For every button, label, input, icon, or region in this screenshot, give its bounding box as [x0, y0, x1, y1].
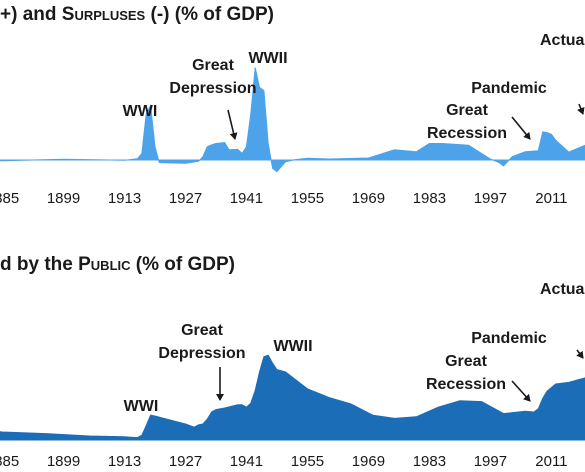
top-x-tick-label: 1955 — [291, 190, 324, 207]
top-x-tick-label: 1885 — [0, 190, 19, 207]
top-annotation-label: Great — [446, 102, 488, 119]
top-title-part-2: Surpluses — [61, 4, 146, 25]
bottom-annotation-label: Great — [445, 353, 487, 370]
bottom-title-part-2: Public — [78, 254, 131, 275]
bottom-annotation-label: Depression — [158, 345, 245, 362]
bottom-annotation-label: Pandemic — [471, 330, 547, 347]
bottom-area-series — [0, 354, 585, 441]
top-annotation-label: Depression — [169, 80, 256, 97]
bottom-x-tick-label: 1969 — [352, 453, 385, 470]
bottom-annotation-label: Actual — [540, 281, 585, 298]
bottom-x-tick-label: 1885 — [0, 453, 19, 470]
bottom-x-tick-label: 1997 — [474, 453, 507, 470]
bottom-x-tick-label: 2011 — [535, 453, 567, 470]
bottom-annotation-label: Great — [181, 322, 223, 339]
bottom-x-tick-label: 1913 — [108, 453, 141, 470]
top-title-part-3: (-) (% of GDP) — [145, 4, 275, 25]
bottom-x-tick-label: 1927 — [169, 453, 202, 470]
top-area-series — [0, 67, 585, 173]
top-annotation-arrow — [577, 103, 585, 115]
top-annotation-label: Pandemic — [471, 80, 547, 97]
top-title-part-1: +) and — [0, 4, 62, 25]
top-annotation-label: Recession — [427, 125, 507, 142]
top-annotation-arrow — [227, 109, 238, 140]
bottom-x-tick-label: 1983 — [413, 453, 446, 470]
top-x-tick-label: 1997 — [474, 190, 507, 207]
bottom-annotation-label: WWI — [124, 398, 159, 415]
top-x-tick-label: 1927 — [169, 190, 202, 207]
top-annotation-label: Great — [192, 57, 234, 74]
bottom-x-tick-label: 1899 — [47, 453, 80, 470]
top-x-tick-label: 2011 — [535, 190, 567, 207]
top-annotation-arrow — [511, 116, 531, 140]
bottom-annotation-label: Recession — [426, 376, 506, 393]
top-annotation-label: WWII — [248, 50, 287, 67]
bottom-annotation-arrow — [511, 380, 531, 402]
top-x-tick-label: 1899 — [47, 190, 80, 207]
top-x-tick-label: 1941 — [230, 190, 263, 207]
bottom-chart-title: d by the Public (% of GDP) — [0, 254, 235, 276]
bottom-annotation-label: WWII — [273, 338, 312, 355]
bottom-annotation-arrow — [576, 349, 584, 359]
top-x-tick-label: 1983 — [413, 190, 446, 207]
top-annotation-label: WWI — [123, 103, 158, 120]
top-annotation-label: Actual — [540, 32, 585, 49]
bottom-x-tick-label: 1955 — [291, 453, 324, 470]
bottom-title-part-1: d by the — [0, 254, 79, 275]
bottom-chart: 1885 1899 1913 1927 1941 1955 1969 1983 1997 2011… — [0, 281, 585, 470]
top-x-tick-label: 1913 — [108, 190, 141, 207]
bottom-title-part-3: (% of GDP) — [130, 254, 236, 275]
bottom-x-tick-label: 1941 — [230, 453, 263, 470]
top-chart: 1885 1899 1913 1927 1941 1955 1969 1983 1997 2011… — [0, 32, 585, 207]
top-x-tick-label: 1969 — [352, 190, 385, 207]
top-chart-title: +) and Surpluses (-) (% of GDP) — [0, 4, 274, 26]
